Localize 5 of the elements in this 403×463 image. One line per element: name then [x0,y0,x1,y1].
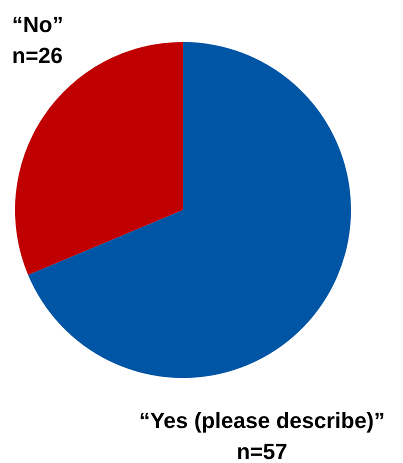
pie-slice [15,42,183,276]
slice-label: “Yes (please describe)” [139,408,385,433]
slice-label: “No” [12,12,64,37]
data-label: n=26 [12,43,63,68]
data-label: n=57 [236,439,288,463]
